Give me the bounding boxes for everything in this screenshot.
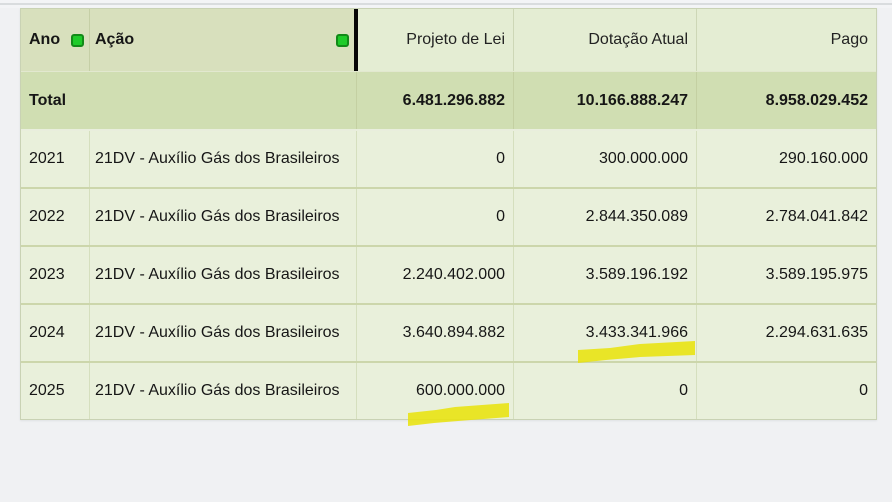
cell-acao[interactable]: 21DV - Auxílio Gás dos Brasileiros: [89, 189, 356, 245]
column-header-ano[interactable]: Ano: [21, 9, 89, 71]
table-header-row: Ano Ação Projeto de Lei Dotação Atual Pa…: [21, 9, 876, 71]
column-header-projeto-de-lei[interactable]: Projeto de Lei: [356, 9, 513, 71]
cell-acao[interactable]: 21DV - Auxílio Gás dos Brasileiros: [89, 305, 356, 361]
cell-ano[interactable]: 2025: [29, 382, 65, 399]
cell-projeto-de-lei: 3.640.894.882: [356, 305, 513, 361]
column-header-dotacao-atual-label: Dotação Atual: [588, 31, 688, 48]
cell-dotacao-atual: 2.844.350.089: [513, 189, 696, 245]
top-panel-edge: [0, 0, 892, 8]
table-row-2025: 2025 21DV - Auxílio Gás dos Brasileiros …: [21, 361, 876, 419]
total-label: Total: [29, 91, 67, 109]
column-header-acao[interactable]: Ação: [89, 9, 356, 71]
cell-ano[interactable]: 2023: [29, 266, 65, 283]
cell-dotacao-atual: 3.433.341.966: [513, 305, 696, 361]
cell-projeto-de-lei: 0: [356, 131, 513, 187]
cell-projeto-de-lei: 0: [356, 189, 513, 245]
cell-dotacao-atual: 3.589.196.192: [513, 247, 696, 303]
total-pago: 8.958.029.452: [696, 72, 876, 129]
total-dotacao-atual: 10.166.888.247: [513, 72, 696, 129]
table-row-2024: 2024 21DV - Auxílio Gás dos Brasileiros …: [21, 303, 876, 361]
cell-pago: 2.294.631.635: [696, 305, 876, 361]
cell-pago: 0: [696, 363, 876, 419]
cell-dotacao-atual: 0: [513, 363, 696, 419]
column-header-ano-label: Ano: [29, 31, 61, 48]
column-header-dotacao-atual[interactable]: Dotação Atual: [513, 9, 696, 71]
cell-dotacao-atual: 300.000.000: [513, 131, 696, 187]
frozen-column-divider: [354, 9, 358, 71]
cell-projeto-de-lei: 600.000.000: [356, 363, 513, 419]
top-panel-edge-line: [0, 3, 892, 5]
cell-ano[interactable]: 2024: [29, 324, 65, 341]
cell-ano[interactable]: 2022: [29, 208, 65, 225]
cell-acao[interactable]: 21DV - Auxílio Gás dos Brasileiros: [89, 363, 356, 419]
table-total-row: Total 6.481.296.882 10.166.888.247 8.958…: [21, 71, 876, 129]
table-row-2021: 2021 21DV - Auxílio Gás dos Brasileiros …: [21, 129, 876, 187]
table-row-2022: 2022 21DV - Auxílio Gás dos Brasileiros …: [21, 187, 876, 245]
filter-indicator-icon[interactable]: [336, 33, 349, 47]
cell-ano[interactable]: 2021: [29, 150, 65, 167]
cell-pago: 290.160.000: [696, 131, 876, 187]
column-header-pago-label: Pago: [830, 31, 868, 48]
column-header-projeto-de-lei-label: Projeto de Lei: [406, 31, 505, 48]
column-header-acao-label: Ação: [95, 31, 135, 48]
cell-projeto-de-lei: 2.240.402.000: [356, 247, 513, 303]
total-projeto-de-lei: 6.481.296.882: [356, 72, 513, 129]
cell-pago: 2.784.041.842: [696, 189, 876, 245]
cell-pago: 3.589.195.975: [696, 247, 876, 303]
cell-acao[interactable]: 21DV - Auxílio Gás dos Brasileiros: [89, 247, 356, 303]
column-header-pago[interactable]: Pago: [696, 9, 876, 71]
filter-indicator-icon[interactable]: [71, 33, 84, 47]
budget-pivot-table: Ano Ação Projeto de Lei Dotação Atual Pa…: [20, 8, 877, 420]
cell-acao[interactable]: 21DV - Auxílio Gás dos Brasileiros: [89, 131, 356, 187]
table-row-2023: 2023 21DV - Auxílio Gás dos Brasileiros …: [21, 245, 876, 303]
